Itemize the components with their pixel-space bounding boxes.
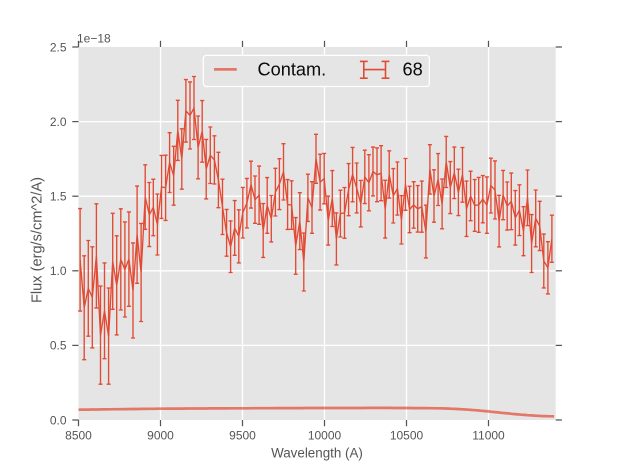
svg-text:1e−18: 1e−18 xyxy=(77,31,111,45)
svg-text:68: 68 xyxy=(403,60,423,80)
svg-text:1.5: 1.5 xyxy=(50,190,67,204)
svg-text:1.0: 1.0 xyxy=(50,264,67,278)
svg-text:8500: 8500 xyxy=(65,429,92,443)
svg-text:0.0: 0.0 xyxy=(50,413,67,427)
svg-text:2.5: 2.5 xyxy=(50,40,67,54)
svg-text:10000: 10000 xyxy=(308,429,342,443)
svg-text:9000: 9000 xyxy=(147,429,174,443)
svg-text:Wavelength (A): Wavelength (A) xyxy=(271,446,363,461)
svg-text:Flux (erg/s/cm^2/A): Flux (erg/s/cm^2/A) xyxy=(29,177,45,303)
svg-text:9500: 9500 xyxy=(229,429,256,443)
svg-text:10500: 10500 xyxy=(390,429,424,443)
svg-text:0.5: 0.5 xyxy=(50,339,67,353)
svg-text:Contam.: Contam. xyxy=(258,60,327,80)
svg-text:2.0: 2.0 xyxy=(50,115,67,129)
svg-text:11000: 11000 xyxy=(472,429,505,443)
